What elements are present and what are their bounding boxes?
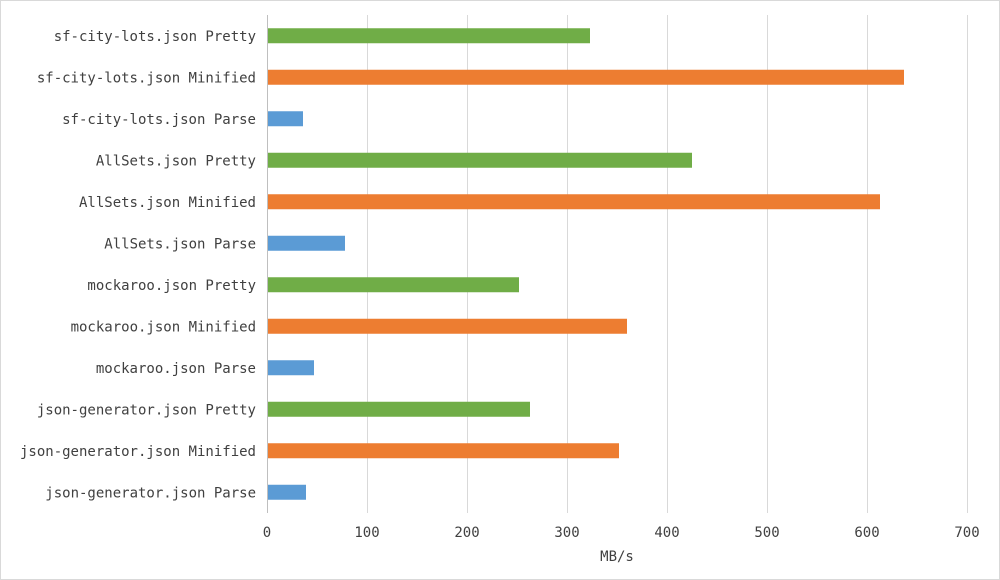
category-label: json-generator.json Minified	[20, 444, 256, 460]
category-label: sf-city-lots.json Minified	[37, 70, 256, 86]
x-tick-label: 600	[854, 525, 879, 541]
gridlines	[267, 15, 968, 513]
category-labels: sf-city-lots.json Pretty sf-city-lots.jso…	[20, 29, 256, 502]
category-label: AllSets.json Minified	[79, 195, 256, 211]
bar-2	[268, 111, 303, 127]
bar-1	[268, 69, 904, 85]
x-tick-label: 100	[354, 525, 379, 541]
x-tick-label: 300	[554, 525, 579, 541]
bar-8	[268, 360, 314, 376]
bar-4	[268, 194, 880, 210]
category-label: mockaroo.json Pretty	[87, 278, 256, 294]
category-label: sf-city-lots.json Pretty	[54, 29, 256, 45]
category-label: AllSets.json Pretty	[96, 153, 256, 169]
x-tick-label: 400	[654, 525, 679, 541]
category-label: sf-city-lots.json Parse	[62, 112, 256, 128]
x-tick-labels: 0 100 200 300 400 500 600 700	[263, 525, 980, 541]
x-tick-label: 500	[754, 525, 779, 541]
category-label: json-generator.json Pretty	[37, 402, 256, 418]
bar-10	[268, 443, 619, 459]
category-label: json-generator.json Parse	[45, 485, 256, 501]
category-label: mockaroo.json Parse	[96, 361, 256, 377]
bar-3	[268, 152, 692, 168]
category-label: mockaroo.json Minified	[71, 319, 256, 335]
x-tick-label: 200	[454, 525, 479, 541]
category-label: AllSets.json Parse	[104, 236, 256, 252]
x-tick-label: 0	[263, 525, 271, 541]
bar-6	[268, 277, 519, 293]
x-axis-title: MB/s	[600, 549, 634, 565]
bar-5	[268, 235, 345, 251]
bar-7	[268, 318, 627, 334]
bar-0	[268, 28, 590, 44]
x-tick-label: 700	[954, 525, 979, 541]
bar-11	[268, 484, 306, 500]
bars	[268, 28, 904, 500]
bar-9	[268, 401, 530, 417]
